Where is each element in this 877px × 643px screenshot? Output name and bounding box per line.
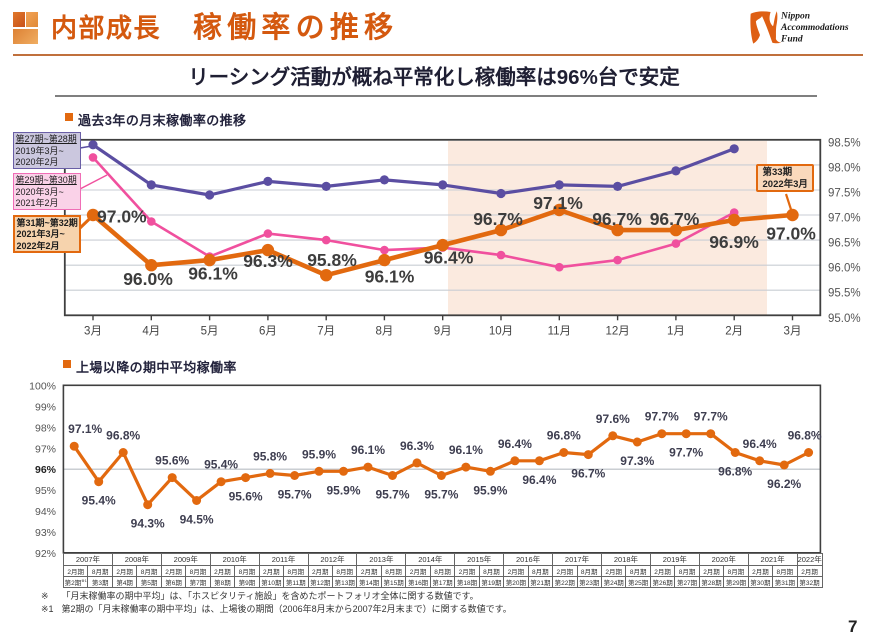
svg-text:95.8%: 95.8% xyxy=(307,250,357,270)
svg-text:95.9%: 95.9% xyxy=(473,483,507,497)
svg-text:96.1%: 96.1% xyxy=(188,264,238,284)
svg-text:96.0%: 96.0% xyxy=(123,269,173,289)
svg-text:96.8%: 96.8% xyxy=(788,429,822,443)
svg-text:97.5%: 97.5% xyxy=(828,188,861,200)
svg-text:94.5%: 94.5% xyxy=(180,513,214,527)
svg-text:96.4%: 96.4% xyxy=(743,437,777,451)
svg-text:96.4%: 96.4% xyxy=(522,473,556,487)
svg-text:97.7%: 97.7% xyxy=(694,410,728,424)
svg-text:97.0%: 97.0% xyxy=(97,207,147,227)
svg-text:95.0%: 95.0% xyxy=(828,313,861,325)
svg-text:98.0%: 98.0% xyxy=(828,162,861,174)
svg-text:95.8%: 95.8% xyxy=(253,449,287,463)
svg-text:Fund: Fund xyxy=(780,35,803,45)
svg-text:9月: 9月 xyxy=(434,326,452,338)
svg-text:4月: 4月 xyxy=(142,326,160,338)
svg-text:94%: 94% xyxy=(35,506,56,518)
svg-text:95.7%: 95.7% xyxy=(375,488,409,502)
svg-text:96.7%: 96.7% xyxy=(571,467,605,481)
svg-text:96.9%: 96.9% xyxy=(709,232,759,252)
svg-text:96%: 96% xyxy=(35,464,57,476)
svg-text:3月: 3月 xyxy=(784,326,802,338)
svg-text:97.0%: 97.0% xyxy=(766,224,816,244)
svg-text:3月: 3月 xyxy=(84,326,102,338)
svg-text:95.9%: 95.9% xyxy=(302,447,336,461)
svg-text:96.1%: 96.1% xyxy=(351,443,385,457)
svg-text:7月: 7月 xyxy=(317,326,335,338)
svg-text:96.8%: 96.8% xyxy=(106,429,140,443)
svg-text:1月: 1月 xyxy=(667,326,685,338)
svg-text:97.1%: 97.1% xyxy=(533,193,583,213)
svg-text:97.7%: 97.7% xyxy=(669,446,703,460)
svg-text:96.8%: 96.8% xyxy=(547,429,581,443)
svg-text:95.4%: 95.4% xyxy=(82,494,116,508)
svg-text:97%: 97% xyxy=(35,443,56,455)
svg-text:96.2%: 96.2% xyxy=(767,477,801,491)
svg-text:98.5%: 98.5% xyxy=(828,137,861,149)
svg-text:96.5%: 96.5% xyxy=(828,238,861,250)
svg-text:8月: 8月 xyxy=(375,326,393,338)
svg-text:100%: 100% xyxy=(29,381,56,393)
svg-text:96.7%: 96.7% xyxy=(650,209,700,229)
svg-text:94.3%: 94.3% xyxy=(131,517,165,531)
svg-text:95.5%: 95.5% xyxy=(828,288,861,300)
svg-text:96.7%: 96.7% xyxy=(473,209,523,229)
svg-text:6月: 6月 xyxy=(259,326,277,338)
svg-text:95.7%: 95.7% xyxy=(278,488,312,502)
svg-text:97.3%: 97.3% xyxy=(620,454,654,468)
svg-text:98%: 98% xyxy=(35,422,56,434)
svg-text:96.4%: 96.4% xyxy=(424,248,474,268)
svg-text:95.7%: 95.7% xyxy=(424,488,458,502)
svg-text:96.3%: 96.3% xyxy=(400,439,434,453)
svg-text:93%: 93% xyxy=(35,527,56,539)
svg-text:96.4%: 96.4% xyxy=(498,437,532,451)
svg-text:10月: 10月 xyxy=(489,326,513,338)
svg-text:Nippon: Nippon xyxy=(780,12,810,22)
svg-text:95.4%: 95.4% xyxy=(204,458,238,472)
svg-text:99%: 99% xyxy=(35,402,56,414)
svg-text:96.0%: 96.0% xyxy=(828,263,861,275)
svg-text:95.6%: 95.6% xyxy=(155,454,189,468)
svg-text:96.1%: 96.1% xyxy=(449,443,483,457)
svg-text:96.3%: 96.3% xyxy=(243,251,293,271)
svg-text:Accommodations: Accommodations xyxy=(780,23,849,33)
svg-text:92%: 92% xyxy=(35,548,56,560)
svg-text:97.0%: 97.0% xyxy=(828,213,861,225)
svg-text:2月: 2月 xyxy=(725,326,743,338)
svg-text:11月: 11月 xyxy=(548,326,571,338)
svg-text:5月: 5月 xyxy=(201,326,219,338)
svg-text:12月: 12月 xyxy=(605,326,629,338)
svg-text:97.6%: 97.6% xyxy=(596,412,630,426)
svg-text:97.1%: 97.1% xyxy=(68,422,102,436)
svg-text:95.9%: 95.9% xyxy=(326,483,360,497)
svg-text:96.1%: 96.1% xyxy=(365,267,415,287)
svg-text:96.8%: 96.8% xyxy=(718,465,752,479)
svg-text:95.6%: 95.6% xyxy=(229,490,263,504)
svg-text:96.7%: 96.7% xyxy=(592,209,642,229)
svg-text:97.7%: 97.7% xyxy=(645,410,679,424)
svg-text:95%: 95% xyxy=(35,485,56,497)
